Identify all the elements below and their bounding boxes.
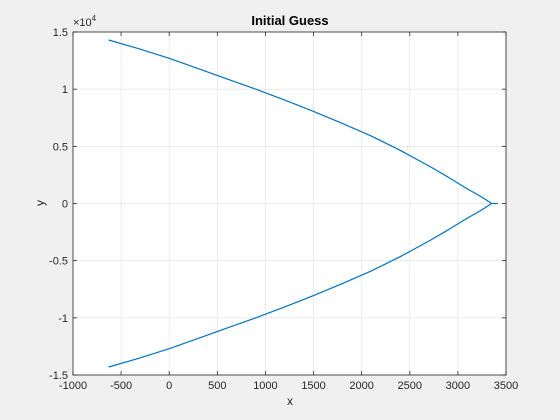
y-tick-label: -0.5 [49, 256, 68, 268]
x-axis-ticks: -1000 -500 0 500 1000 1500 2000 2500 3000 3500 [59, 32, 518, 392]
y-tick-label: 1 [62, 84, 68, 96]
y-axis-label: y [33, 200, 47, 206]
x-tick-label: 2500 [398, 380, 422, 392]
x-tick-label: 0 [166, 380, 172, 392]
x-tick-label: 3500 [494, 380, 518, 392]
y-axis-ticks: -1.5 -1 -0.5 0 0.5 1 1.5 [49, 27, 506, 382]
x-tick-label: 1000 [253, 380, 277, 392]
chart-title: Initial Guess [251, 13, 328, 28]
x-axis-label: x [287, 394, 293, 408]
y-tick-label: -1.5 [49, 370, 68, 382]
y-tick-label: -1 [58, 313, 68, 325]
x-tick-label: -1000 [59, 380, 87, 392]
series-line [108, 39, 498, 368]
x-tick-label: 2000 [349, 380, 373, 392]
plot-area: -1000 -500 0 500 1000 1500 2000 2500 3000 3500 -1… [49, 27, 518, 392]
y-tick-label: 1.5 [53, 27, 68, 39]
y-tick-label: 0 [62, 199, 68, 211]
x-tick-label: 3000 [446, 380, 470, 392]
x-tick-label: 1500 [301, 380, 325, 392]
y-exponent-label: ×104 [73, 14, 97, 29]
x-tick-label: -500 [110, 380, 132, 392]
y-tick-label: 0.5 [53, 141, 68, 153]
series-layer [108, 39, 498, 368]
x-tick-label: 500 [208, 380, 226, 392]
